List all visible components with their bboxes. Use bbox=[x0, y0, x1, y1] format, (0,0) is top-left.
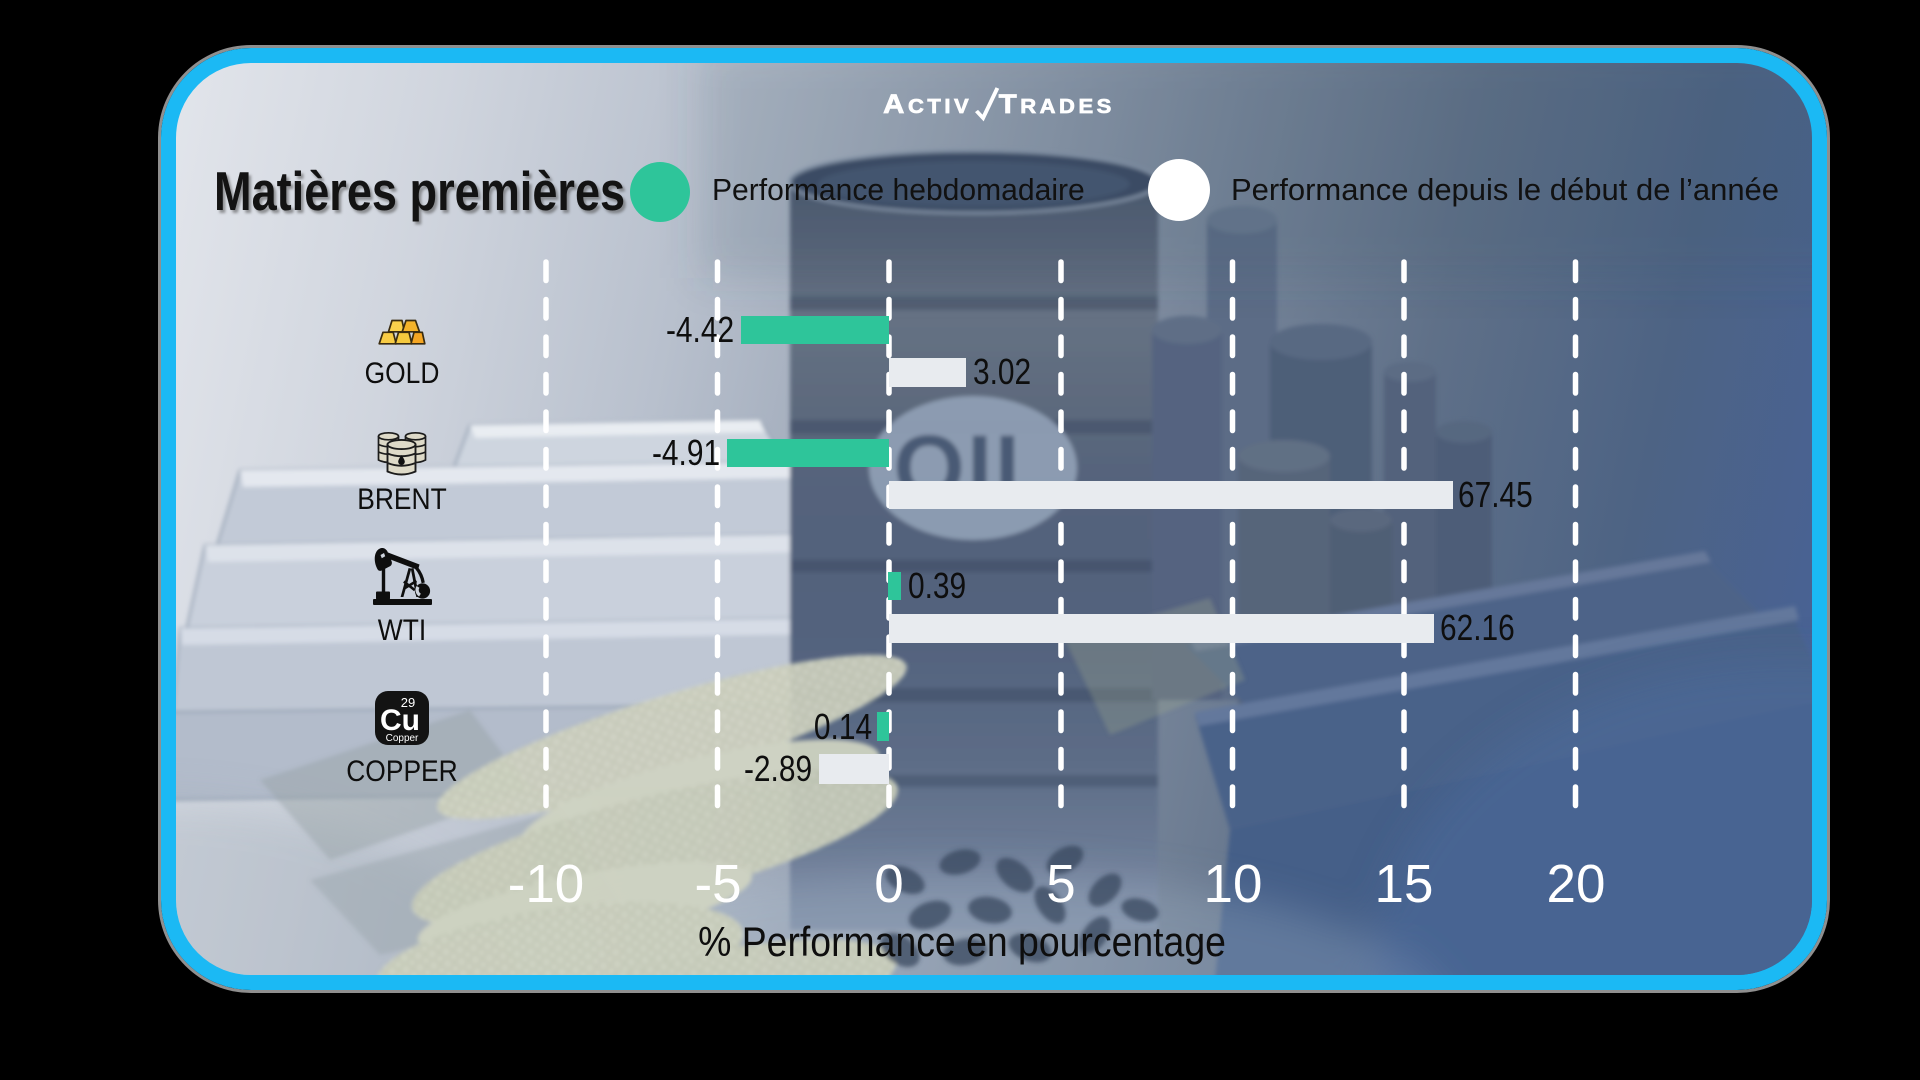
svg-text:Copper: Copper bbox=[386, 733, 419, 744]
svg-text:29: 29 bbox=[401, 695, 415, 710]
svg-text:Cu: Cu bbox=[380, 704, 420, 737]
